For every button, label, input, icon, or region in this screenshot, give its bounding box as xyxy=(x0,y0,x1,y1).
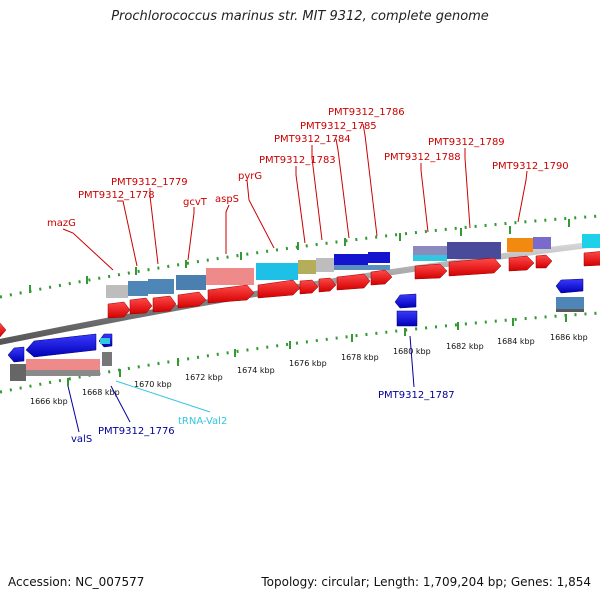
scale-label: 1684 kbp xyxy=(497,337,535,346)
forward-tick-row xyxy=(0,214,600,299)
reverse-gene-arrows xyxy=(7,278,584,363)
genome-summary-text: Topology: circular; Length: 1,709,204 bp… xyxy=(261,575,591,589)
forward-gene-arrows xyxy=(0,251,600,338)
gene-label-valS: valS xyxy=(71,434,92,445)
gene-label-PMT9312_1783: PMT9312_1783 xyxy=(259,155,336,166)
reverse-leader-lines xyxy=(67,335,415,433)
scale-label: 1666 kbp xyxy=(30,397,68,406)
gene-label-PMT9312_1778: PMT9312_1778 xyxy=(78,190,155,201)
gene-label-PMT9312_1790: PMT9312_1790 xyxy=(492,161,569,172)
scale-label: 1670 kbp xyxy=(134,380,172,389)
gene-label-tRNA-Val2: tRNA-Val2 xyxy=(178,416,227,427)
gene-label-PMT9312_1776: PMT9312_1776 xyxy=(98,426,175,437)
gene-label-PMT9312_1785: PMT9312_1785 xyxy=(300,121,377,132)
gene-label-PMT9312_1779: PMT9312_1779 xyxy=(111,177,188,188)
gene-label-PMT9312_1787: PMT9312_1787 xyxy=(378,390,455,401)
scale-label: 1686 kbp xyxy=(550,333,588,342)
gene-label-gcvT: gcvT xyxy=(183,197,208,208)
scale-label: 1668 kbp xyxy=(82,388,120,397)
trna-block xyxy=(100,338,110,344)
reverse-tick-row xyxy=(0,311,600,394)
gene-label-PMT9312_1786: PMT9312_1786 xyxy=(328,107,405,118)
scale-label: 1680 kbp xyxy=(393,347,431,356)
forward-leader-lines xyxy=(62,123,528,271)
map-title: Prochlorococcus marinus str. MIT 9312, c… xyxy=(111,9,489,24)
major-ticks xyxy=(29,219,570,386)
gene-label-mazG: mazG xyxy=(47,218,76,229)
scale-label: 1678 kbp xyxy=(341,353,379,362)
accession-text: Accession: NC_007577 xyxy=(8,575,145,589)
reverse-feature-blocks xyxy=(10,297,584,381)
forward-feature-blocks xyxy=(106,234,600,298)
gene-label-PMT9312_1788: PMT9312_1788 xyxy=(384,152,461,163)
scale-label: 1674 kbp xyxy=(237,366,275,375)
gene-label-pyrG: pyrG xyxy=(238,171,262,182)
scale-label: 1682 kbp xyxy=(446,342,484,351)
gene-label-PMT9312_1784: PMT9312_1784 xyxy=(274,134,351,145)
scale-label: 1672 kbp xyxy=(185,373,223,382)
gene-label-aspS: aspS xyxy=(215,194,239,205)
gene-label-PMT9312_1789: PMT9312_1789 xyxy=(428,137,505,148)
scale-label: 1676 kbp xyxy=(289,359,327,368)
